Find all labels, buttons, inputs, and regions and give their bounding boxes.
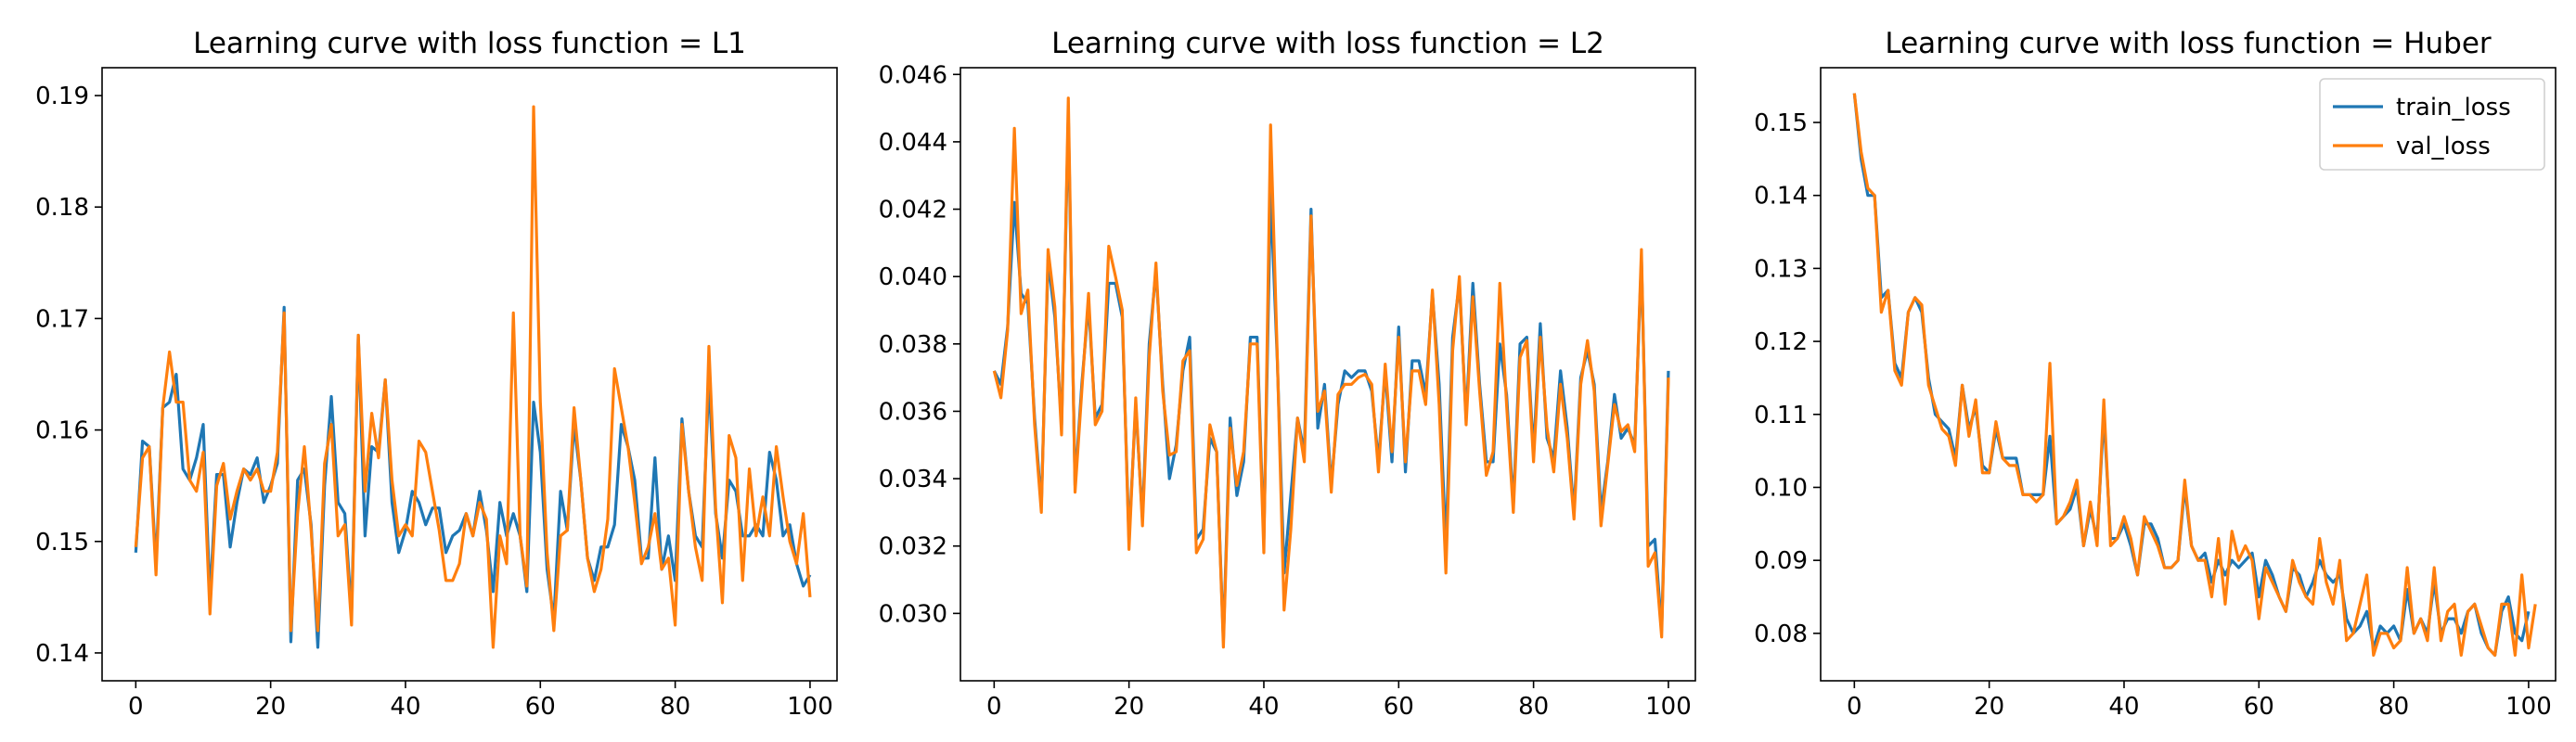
x-tick-label: 100 — [1645, 693, 1692, 721]
y-tick-label: 0.040 — [879, 263, 947, 291]
y-tick-label: 0.044 — [879, 129, 947, 157]
y-tick-label: 0.034 — [879, 466, 947, 493]
x-tick-label: 60 — [525, 693, 556, 721]
x-tick-label: 80 — [1518, 693, 1549, 721]
axes-frame — [101, 67, 838, 682]
x-tick-label: 0 — [1847, 693, 1862, 721]
legend-label-train-loss: train_loss — [2396, 94, 2511, 122]
legend-label-val-loss: val_loss — [2396, 133, 2491, 160]
x-tick-label: 100 — [787, 693, 833, 721]
series-line-train-loss — [1852, 93, 2531, 658]
x-tick-label: 40 — [1248, 693, 1279, 721]
y-tick-label: 0.036 — [879, 398, 947, 426]
chart-title: Learning curve with loss function = L1 — [193, 27, 746, 60]
axes-frame — [1820, 67, 2557, 682]
y-tick-label: 0.13 — [1754, 255, 1808, 283]
series-line-val-loss — [1852, 93, 2537, 658]
y-tick-label: 0.18 — [35, 194, 89, 222]
x-tick-label: 60 — [2244, 693, 2274, 721]
y-tick-label: 0.14 — [1754, 183, 1808, 211]
x-tick-label: 0 — [128, 693, 144, 721]
chart-title: Learning curve with loss function = Hube… — [1885, 27, 2492, 60]
y-tick-label: 0.08 — [1754, 620, 1808, 648]
x-tick-label: 40 — [2108, 693, 2139, 721]
x-tick-label: 80 — [2378, 693, 2409, 721]
x-tick-label: 40 — [390, 693, 420, 721]
series-line-val-loss — [134, 105, 812, 649]
y-tick-label: 0.10 — [1754, 474, 1808, 502]
y-tick-label: 0.12 — [1754, 328, 1808, 356]
x-tick-label: 100 — [2505, 693, 2552, 721]
chart-panel-1: Learning curve with loss function = L1 0 2… — [35, 27, 838, 721]
series-line-val-loss — [992, 96, 1670, 649]
y-tick-label: 0.16 — [35, 417, 89, 445]
legend: train_loss val_loss — [2319, 78, 2545, 171]
y-tick-label: 0.042 — [879, 197, 947, 224]
y-tick-label: 0.15 — [35, 529, 89, 556]
y-tick-label: 0.032 — [879, 533, 947, 561]
y-tick-label: 0.030 — [879, 600, 947, 628]
axes-frame — [960, 67, 1696, 682]
y-tick-label: 0.11 — [1754, 402, 1808, 429]
chart-title: Learning curve with loss function = L2 — [1051, 27, 1604, 60]
x-tick-label: 0 — [986, 693, 1002, 721]
series-line-train-loss — [992, 113, 1670, 643]
x-tick-label: 20 — [1114, 693, 1144, 721]
y-tick-label: 0.19 — [35, 83, 89, 110]
y-tick-label: 0.038 — [879, 331, 947, 359]
y-tick-label: 0.09 — [1754, 547, 1808, 575]
y-tick-label: 0.17 — [35, 305, 89, 333]
y-tick-label: 0.046 — [879, 61, 947, 89]
x-tick-label: 20 — [1974, 693, 2004, 721]
x-tick-label: 20 — [255, 693, 286, 721]
chart-panel-3: Learning curve with loss function = Hube… — [1754, 27, 2557, 721]
chart-panel-2: Learning curve with loss function = L2 0 2… — [879, 27, 1696, 721]
y-tick-label: 0.14 — [35, 640, 89, 668]
x-tick-label: 60 — [1384, 693, 1414, 721]
x-tick-label: 80 — [660, 693, 690, 721]
y-tick-label: 0.15 — [1754, 109, 1808, 137]
